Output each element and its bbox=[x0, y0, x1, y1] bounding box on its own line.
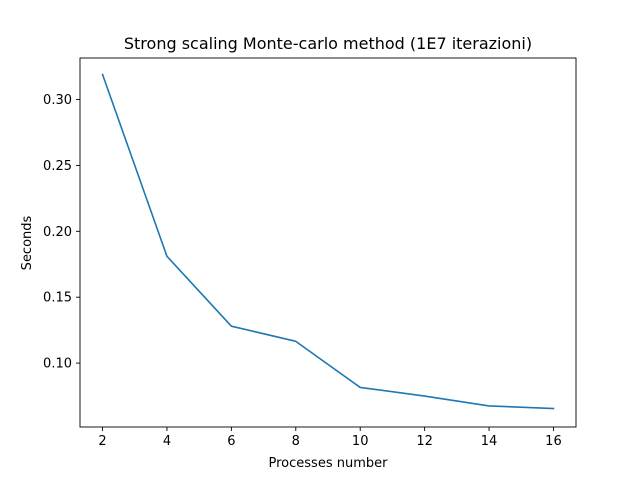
chart-title: Strong scaling Monte-carlo method (1E7 i… bbox=[124, 34, 532, 53]
x-tick-label: 14 bbox=[481, 434, 498, 449]
x-tick-label: 8 bbox=[292, 434, 300, 449]
axes-frame bbox=[79, 57, 577, 428]
y-tick-label: 0.25 bbox=[43, 159, 72, 174]
x-tick-label: 10 bbox=[352, 434, 369, 449]
x-tick-label: 12 bbox=[416, 434, 433, 449]
plot-area: 2 4 6 8 10 12 14 16 0.10 0.15 0.20 0.25 0.30 bbox=[43, 57, 577, 449]
y-tick-label: 0.30 bbox=[43, 93, 72, 108]
series-line-0 bbox=[101, 73, 555, 410]
y-tick-label: 0.15 bbox=[43, 291, 72, 306]
y-axis-label: Seconds bbox=[20, 215, 35, 270]
x-tick-label: 4 bbox=[163, 434, 171, 449]
x-tick-label: 2 bbox=[98, 434, 106, 449]
x-tick-label: 6 bbox=[227, 434, 235, 449]
x-axis-label: Processes number bbox=[269, 456, 389, 471]
x-tick-label: 16 bbox=[545, 434, 562, 449]
y-tick-label: 0.20 bbox=[43, 225, 72, 240]
y-tick-label: 0.10 bbox=[43, 357, 72, 372]
